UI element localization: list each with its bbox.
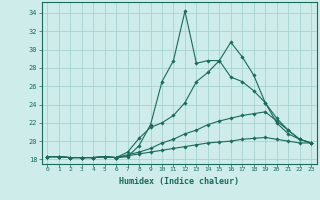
X-axis label: Humidex (Indice chaleur): Humidex (Indice chaleur) bbox=[119, 177, 239, 186]
